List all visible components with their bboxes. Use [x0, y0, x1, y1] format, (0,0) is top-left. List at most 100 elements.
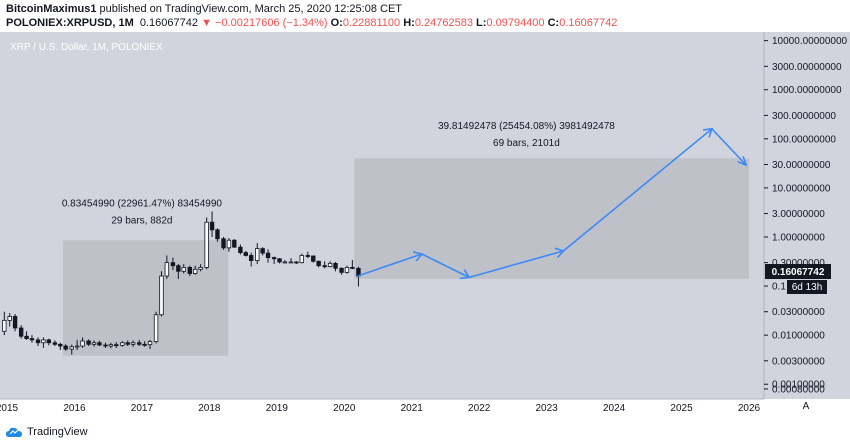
candle-body[interactable] — [142, 343, 147, 346]
candle-body[interactable] — [159, 275, 164, 316]
x-tick-label: 2021 — [401, 403, 424, 414]
countdown-badge-background — [787, 280, 827, 294]
candle-body[interactable] — [12, 316, 18, 329]
countdown-badge: 6d 13h — [787, 280, 827, 294]
candle-body[interactable] — [294, 261, 299, 264]
candle-body[interactable] — [97, 342, 102, 346]
candle-body[interactable] — [147, 341, 153, 346]
candle-body[interactable] — [215, 229, 220, 240]
candle-body[interactable] — [232, 239, 237, 248]
range-box-1[interactable] — [62, 240, 229, 356]
candle-body[interactable] — [2, 319, 7, 332]
candle-body[interactable] — [58, 343, 63, 347]
candle-body[interactable] — [24, 335, 29, 340]
candle-body[interactable] — [339, 267, 344, 273]
open-label: O: — [330, 17, 343, 29]
candle-body[interactable] — [69, 346, 74, 350]
close-label: C: — [547, 17, 560, 29]
candle-body[interactable] — [108, 344, 114, 347]
range-box-2[interactable] — [354, 158, 749, 279]
candle-body[interactable] — [187, 266, 193, 274]
candle-body[interactable] — [86, 340, 91, 345]
candle-body[interactable] — [265, 252, 271, 259]
x-tick-label: 2016 — [63, 403, 86, 414]
candle-body[interactable] — [198, 266, 203, 270]
candle-body[interactable] — [350, 266, 355, 269]
candle-body[interactable] — [46, 339, 52, 344]
candle-body[interactable] — [137, 342, 142, 345]
auto-scale-button[interactable]: A — [803, 401, 810, 412]
candle-body[interactable] — [181, 266, 186, 272]
candle-body[interactable] — [120, 342, 125, 346]
y-tick-label: 0.00080000 — [772, 384, 825, 395]
candle-body[interactable] — [91, 342, 97, 345]
close-value: 0.16067742 — [559, 17, 618, 29]
price-badge-text: 0.16067742 — [772, 267, 825, 278]
candle-body[interactable] — [74, 345, 80, 348]
y-tick-label: 1000.00000000 — [772, 85, 842, 96]
candle-body[interactable] — [7, 316, 12, 321]
candle-body[interactable] — [316, 260, 321, 267]
x-tick-label: 2025 — [670, 403, 693, 414]
candle-body[interactable] — [226, 239, 232, 249]
tradingview-cloud-icon — [6, 427, 22, 437]
candle-body[interactable] — [63, 345, 68, 350]
candle-body[interactable] — [260, 248, 265, 254]
candle-body[interactable] — [322, 265, 327, 268]
y-tick-label: 1.00000000 — [772, 232, 825, 243]
candle-body[interactable] — [248, 255, 254, 262]
candle-body[interactable] — [305, 255, 311, 257]
candle-body[interactable] — [255, 248, 260, 262]
candle-body[interactable] — [35, 339, 41, 344]
candle-body[interactable] — [327, 262, 333, 267]
range-label-2-line1: 39.81492478 (25454.08%) 3981492478 — [438, 121, 615, 132]
candle-body[interactable] — [333, 262, 338, 269]
candle-body[interactable] — [176, 265, 181, 272]
projection-arrowhead — [460, 269, 471, 280]
candle-body[interactable] — [125, 342, 130, 345]
candle-body[interactable] — [18, 327, 24, 337]
candle-body[interactable] — [282, 261, 288, 264]
price-badge-background — [765, 264, 831, 279]
candle-body[interactable] — [80, 340, 85, 347]
candle-body[interactable] — [204, 221, 209, 268]
x-tick-label: 2020 — [333, 403, 356, 414]
x-tick-label: 2019 — [266, 403, 289, 414]
price-axis-background[interactable] — [764, 32, 850, 399]
y-tick-label: 0.00100000 — [772, 380, 825, 391]
y-tick-label: 0.00300000 — [772, 356, 825, 367]
candle-body[interactable] — [221, 238, 226, 249]
plot-area-background[interactable] — [0, 32, 764, 399]
candle-body[interactable] — [288, 261, 294, 264]
candle-body[interactable] — [243, 252, 248, 256]
candle-body[interactable] — [170, 262, 176, 267]
candle-body[interactable] — [103, 344, 108, 347]
y-tick-label: 300.00000000 — [772, 111, 836, 122]
projection-path[interactable] — [357, 127, 746, 279]
x-tick-label: 2017 — [131, 403, 154, 414]
candle-body[interactable] — [344, 266, 350, 273]
x-tick-label: 2026 — [738, 403, 761, 414]
candle-body[interactable] — [130, 342, 136, 345]
candle-body[interactable] — [271, 257, 277, 260]
candle-body[interactable] — [311, 255, 316, 262]
candle-body[interactable] — [238, 246, 243, 254]
candle-body[interactable] — [29, 338, 35, 341]
candle-body[interactable] — [299, 255, 304, 264]
publish-line: BitcoinMaximus1 published on TradingView… — [6, 3, 402, 15]
candle-body[interactable] — [41, 339, 46, 344]
chart-header: BitcoinMaximus1 published on TradingView… — [0, 0, 850, 32]
candle-body[interactable] — [164, 262, 170, 277]
candle-body[interactable] — [277, 258, 282, 263]
candle-body[interactable] — [192, 268, 198, 274]
projection-arrowhead — [412, 251, 424, 262]
candle-body[interactable] — [209, 221, 215, 231]
author-name[interactable]: BitcoinMaximus1 — [6, 3, 97, 15]
tradingview-logo[interactable]: TradingView — [6, 426, 88, 438]
y-tick-label: 10000.00000000 — [772, 36, 848, 47]
range-label-1-line2: 29 bars, 882d — [111, 215, 172, 226]
candle-body[interactable] — [52, 342, 58, 345]
candle-body[interactable] — [114, 344, 119, 347]
candle-body[interactable] — [153, 314, 159, 342]
